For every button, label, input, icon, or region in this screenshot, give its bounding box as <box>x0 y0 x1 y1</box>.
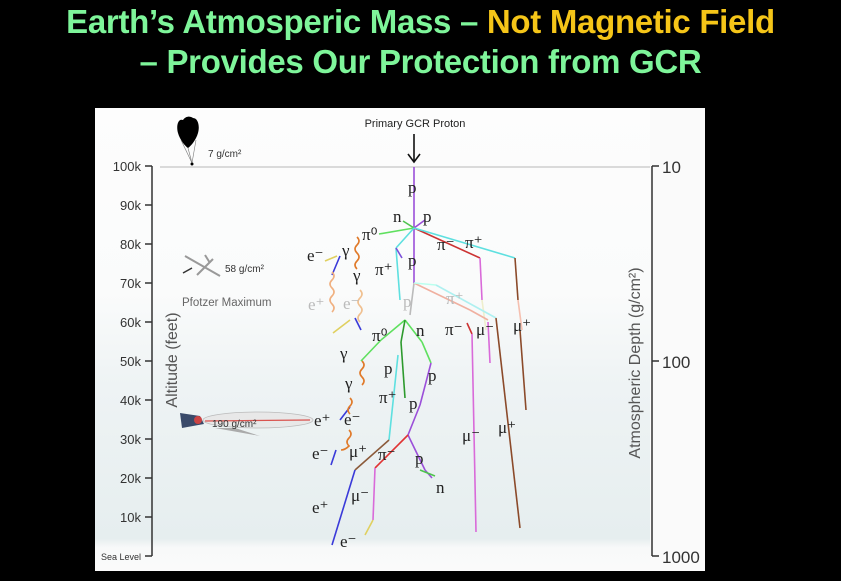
tick-sea-level: Sea Level <box>101 552 141 562</box>
small-plane-icon <box>182 254 221 277</box>
particle-p: p <box>428 366 437 385</box>
particle-e-minus-faded: e⁻ <box>343 294 360 313</box>
particle-pi-plus: π⁺ <box>375 260 393 279</box>
particle-e-minus: e⁻ <box>340 532 357 551</box>
particle-mu-minus: μ⁻ <box>476 320 494 339</box>
depth-tick-labels: 10 100 1000 <box>662 158 700 567</box>
particle-labels: p n p π⁰ π⁻ π⁺ e⁻ γ p π⁺ γ e⁺ e⁻ p π⁺ π⁰… <box>307 178 531 551</box>
particle-pi-plus: π⁺ <box>465 233 483 252</box>
particle-gamma: γ <box>344 374 353 393</box>
tick-50k: 50k <box>120 354 141 369</box>
depth-axis <box>651 165 659 557</box>
tick-100k: 100k <box>113 159 142 174</box>
particle-pi0: π⁰ <box>362 225 378 244</box>
particle-mu-minus: μ⁻ <box>351 486 369 505</box>
particle-e-minus: e⁻ <box>312 444 329 463</box>
particle-p-faded: p <box>403 292 412 311</box>
primary-gcr-label: Primary GCR Proton <box>365 118 466 130</box>
tick-70k: 70k <box>120 276 141 291</box>
particle-pi-plus-faded: π⁺ <box>446 289 464 308</box>
particle-e-plus-faded: e⁺ <box>308 295 325 314</box>
particle-n: n <box>393 207 402 226</box>
particle-pi-minus: π⁻ <box>437 235 455 254</box>
particle-tracks <box>324 167 527 546</box>
jet-plane-icon <box>180 411 314 436</box>
balloon-icon <box>177 116 199 166</box>
jet-depth-label: 190 g/cm² <box>212 419 257 430</box>
balloon-depth-label: 7 g/cm² <box>208 149 242 160</box>
tick-100: 100 <box>662 353 690 372</box>
particle-pi-minus: π⁻ <box>445 320 463 339</box>
particle-p: p <box>415 449 424 468</box>
altitude-tick-labels: 100k 90k 80k 70k 60k 50k 40k 30k 20k 10k… <box>101 159 142 562</box>
particle-p: p <box>408 251 417 270</box>
particle-e-plus: e⁺ <box>314 411 331 430</box>
particle-mu-minus: μ⁻ <box>462 426 480 445</box>
particle-p: p <box>408 178 417 197</box>
tick-40k: 40k <box>120 393 141 408</box>
diagram-panel <box>95 108 650 571</box>
depth-axis-title: Atmospheric Depth (g/cm²) <box>627 267 644 458</box>
title-green-part: Earth’s Atmosperic Mass – <box>66 3 487 40</box>
altitude-axis-title: Altitude (feet) <box>164 312 181 407</box>
tick-1000: 1000 <box>662 548 700 567</box>
tick-10: 10 <box>662 158 681 177</box>
particle-n: n <box>436 478 445 497</box>
particle-pi-minus: π⁻ <box>378 445 396 464</box>
particle-e-minus: e⁻ <box>307 246 324 265</box>
particle-gamma: γ <box>339 344 348 363</box>
altitude-axis <box>145 165 153 557</box>
down-arrow-icon <box>407 134 421 164</box>
tick-20k: 20k <box>120 471 141 486</box>
particle-n: n <box>416 321 425 340</box>
particle-gamma: γ <box>341 241 350 260</box>
tick-80k: 80k <box>120 237 141 252</box>
particle-mu-plus: μ⁺ <box>349 442 367 461</box>
tick-10k: 10k <box>120 510 141 525</box>
particle-p: p <box>409 394 418 413</box>
particle-pi-plus: π⁺ <box>379 388 397 407</box>
particle-gamma: γ <box>352 266 361 285</box>
slide-title-line1: Earth’s Atmosperic Mass – Not Magnetic F… <box>0 2 841 42</box>
particle-e-minus: e⁻ <box>344 410 361 429</box>
title-yellow-part: Not Magnetic Field <box>486 3 775 40</box>
particle-p: p <box>384 359 393 378</box>
small-plane-depth-label: 58 g/cm² <box>225 264 265 275</box>
particle-e-plus: e⁺ <box>312 498 329 517</box>
particle-mu-plus: μ⁺ <box>498 418 516 437</box>
pfotzer-maximum-label: Pfotzer Maximum <box>182 297 271 309</box>
tick-30k: 30k <box>120 432 141 447</box>
particle-p: p <box>423 207 432 226</box>
tick-60k: 60k <box>120 315 141 330</box>
particle-pi0: π⁰ <box>372 326 388 345</box>
slide-title-line2: – Provides Our Protection from GCR <box>139 43 702 80</box>
tick-90k: 90k <box>120 198 141 213</box>
right-axis-panel <box>650 108 705 571</box>
particle-mu-plus: μ⁺ <box>513 316 531 335</box>
